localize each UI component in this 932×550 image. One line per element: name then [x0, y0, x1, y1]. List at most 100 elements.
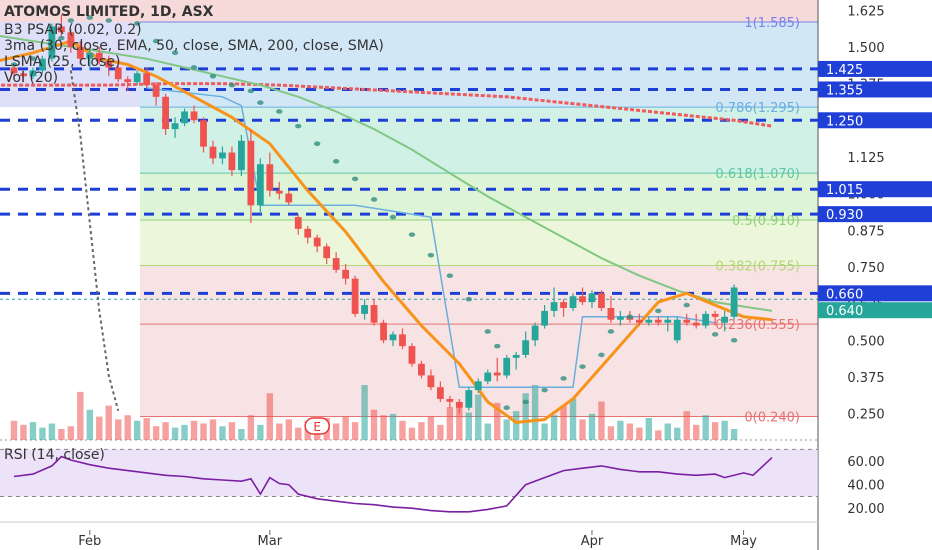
candle-body	[228, 152, 236, 171]
volume-bar	[399, 420, 406, 440]
indicator-3ma-label[interactable]: 3ma (30, close, EMA, 50, close, SMA, 200…	[4, 38, 384, 54]
event-badge	[304, 417, 330, 435]
psar-dot	[655, 308, 662, 314]
volume-bar	[484, 423, 491, 440]
volume-bar	[664, 423, 671, 440]
volume-bar	[503, 419, 510, 440]
symbol-title[interactable]: ATOMOS LIMITED, 1D, ASX	[4, 4, 214, 20]
event-marker[interactable]: E	[304, 417, 330, 435]
candle-body	[143, 73, 151, 86]
candle-body	[20, 73, 27, 77]
volume-bar	[29, 422, 37, 440]
volume-bar	[96, 416, 103, 440]
volume-bar	[152, 426, 160, 440]
volume-bar	[276, 423, 283, 440]
candle-body	[721, 316, 729, 323]
candle-body	[617, 316, 624, 320]
candle-body	[304, 228, 312, 238]
indicator-lsma-label[interactable]: LSMA (25, close)	[4, 54, 121, 70]
volume-bar	[86, 409, 93, 440]
psar-dot	[190, 65, 198, 70]
volume-bar	[342, 416, 349, 440]
candle-body	[588, 293, 596, 303]
candle-body	[95, 52, 103, 62]
candle-body	[512, 354, 520, 358]
volume-bar	[494, 402, 501, 440]
volume-bar	[465, 412, 472, 440]
candle-body	[389, 334, 397, 341]
time-axis[interactable]: Feb Mar Apr May	[78, 530, 757, 549]
psar-dot	[683, 302, 690, 308]
level-tag-label: 1.015	[826, 183, 863, 198]
indicator-vol-label[interactable]: Vol (20)	[4, 70, 59, 86]
volume-bar	[617, 420, 624, 440]
volume-bar	[162, 422, 169, 440]
psar-dot	[314, 141, 321, 147]
psar-dot	[48, 47, 56, 53]
volume-bar	[588, 413, 596, 440]
psar-dot	[105, 18, 112, 23]
candle-body	[114, 67, 122, 80]
fib-label: 0.786(1.295)	[715, 101, 800, 116]
candle-body	[664, 319, 672, 323]
volume-bar	[380, 415, 387, 440]
volume-bar	[674, 427, 681, 440]
candle-body	[692, 322, 700, 326]
volume-bar	[389, 413, 397, 440]
rsi-title[interactable]: RSI (14, close)	[4, 447, 105, 463]
horizontal-levels	[0, 67, 818, 300]
psar-dot	[427, 252, 435, 258]
price-tick-label: 0.500	[847, 334, 884, 349]
candle-body	[569, 296, 577, 308]
volume-bar	[105, 405, 112, 440]
volume-bar	[48, 423, 56, 440]
psar-dot	[541, 387, 548, 393]
psar-dot	[247, 88, 255, 94]
level-tag	[818, 60, 932, 77]
volume-bar	[266, 393, 274, 440]
level-tag	[818, 206, 932, 223]
candle-body	[294, 217, 302, 229]
psar-dot	[86, 15, 94, 20]
volume-bar	[721, 420, 728, 440]
volume-bar	[209, 419, 217, 440]
fib-label: 0(0.240)	[744, 411, 800, 426]
psar-dot	[408, 232, 416, 237]
candle-body	[133, 73, 141, 83]
time-tick-label: Apr	[581, 534, 604, 549]
rsi-tick-label: 20.00	[847, 502, 884, 517]
time-tick-label: Feb	[78, 534, 101, 549]
candle-body	[399, 334, 406, 347]
psar-dot	[152, 38, 160, 44]
volume-bar	[522, 393, 529, 440]
indicator-psar-label[interactable]: B3 PSAR (0.02, 0.2)	[4, 22, 142, 38]
fibonacci-zones: 1(1.585) 0.786(1.295) 0.618(1.070) 0.5(0.91…	[0, 0, 818, 426]
volume-bar	[228, 422, 236, 440]
psar-dot	[711, 332, 719, 337]
event-badge-label: E	[313, 420, 321, 434]
candle-body	[673, 319, 681, 341]
price-axis[interactable]: 1.6251.5001.3751.2501.1251.0000.8750.750…	[818, 4, 932, 517]
volume-bar	[607, 426, 615, 440]
volume-bar	[361, 385, 368, 440]
volume-bar	[427, 416, 435, 440]
volume-bar	[247, 415, 255, 440]
psar-dot	[295, 123, 302, 129]
candle-body	[219, 152, 226, 159]
volume-bar	[645, 418, 653, 440]
candle-body	[256, 164, 264, 206]
sma50-line	[0, 34, 773, 312]
price-tick-label: 1.500	[847, 41, 884, 56]
candle-body	[323, 246, 331, 259]
volume-bar	[181, 424, 188, 440]
candle-body	[427, 375, 435, 388]
candle-body	[380, 322, 387, 341]
volume-bar	[124, 415, 131, 440]
candle-body	[474, 381, 482, 391]
psar-dot	[257, 100, 264, 105]
last-price-tag-label: 0.640	[826, 304, 863, 319]
fib-label: 0.5(0.910)	[732, 214, 800, 229]
psar-dot	[370, 197, 378, 202]
volume-bar	[702, 415, 709, 440]
